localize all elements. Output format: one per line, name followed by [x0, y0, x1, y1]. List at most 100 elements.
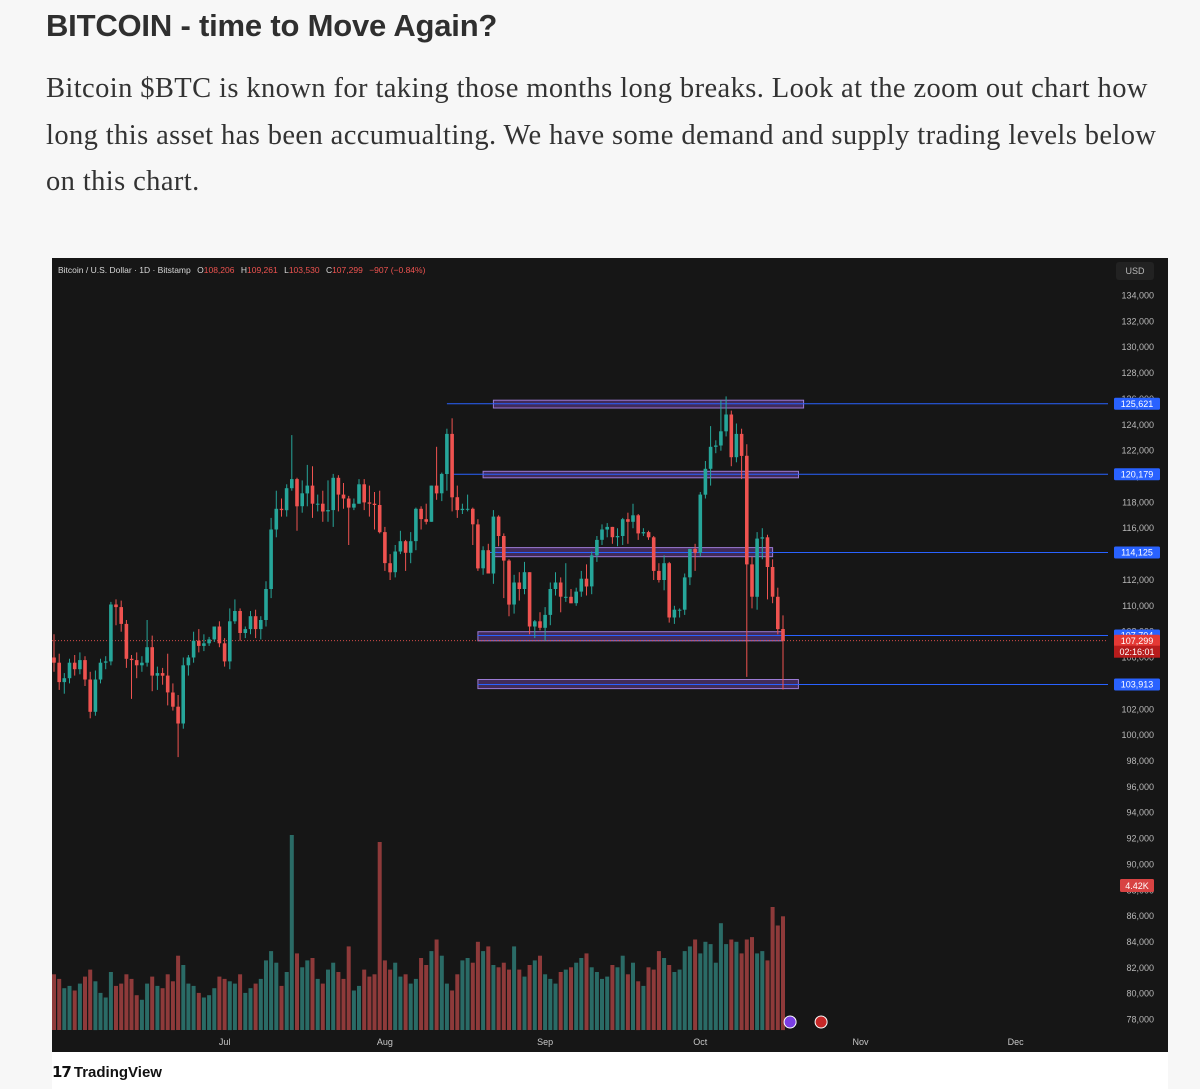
volume-bar	[170, 981, 175, 1031]
volume-bar	[532, 960, 537, 1030]
candle-body	[383, 532, 387, 564]
candle-body	[145, 647, 149, 663]
candle-body	[393, 551, 397, 573]
volume-bar	[491, 965, 496, 1030]
volume-layer	[52, 835, 785, 1031]
candle-body	[217, 626, 222, 644]
candle-body	[507, 560, 511, 605]
candle-body	[321, 503, 325, 512]
volume-bar	[372, 974, 377, 1030]
price-tick-label: 98,000	[1126, 756, 1154, 766]
volume-bar	[729, 939, 734, 1030]
tradingview-chart[interactable]: 134,000132,000130,000128,000126,000124,0…	[52, 258, 1168, 1052]
candlestick-chart-svg[interactable]: 134,000132,000130,000128,000126,000124,0…	[52, 258, 1168, 1052]
price-tag-layer: 125,621120,179114,125107,704103,913107,2…	[783, 397, 1160, 1029]
volume-bar	[403, 974, 408, 1030]
volume-bar	[631, 962, 635, 1030]
volume-bar	[232, 983, 237, 1030]
volume-bar	[186, 983, 191, 1030]
candle-body	[734, 433, 739, 458]
candle-body	[460, 508, 465, 511]
candle-body	[290, 479, 294, 489]
volume-bar	[744, 939, 749, 1030]
candle-body	[698, 494, 703, 553]
volume-bar	[718, 923, 723, 1030]
volume-bar	[563, 969, 568, 1030]
ohlc-close-value: 107,299	[332, 265, 363, 275]
volume-bar	[346, 946, 351, 1030]
countdown-tag-bg	[1114, 645, 1160, 658]
volume-bar	[165, 974, 170, 1030]
volume-bar	[310, 958, 315, 1030]
volume-bar	[289, 835, 294, 1030]
candle-body	[558, 582, 563, 597]
candle-body	[584, 578, 589, 587]
volume-bar	[279, 985, 284, 1030]
tradingview-logo[interactable]: 17 TradingView	[52, 1063, 162, 1081]
volume-bar	[507, 969, 511, 1030]
candle-body	[569, 596, 573, 604]
volume-bar	[274, 962, 279, 1030]
candle-body	[326, 510, 330, 512]
candle-body	[729, 414, 734, 458]
candle-body	[362, 484, 366, 503]
volume-bar	[114, 985, 118, 1030]
price-tick-label: 96,000	[1126, 782, 1154, 792]
volume-bar	[600, 978, 604, 1030]
candle-body	[481, 550, 485, 569]
candle-body	[651, 537, 656, 571]
volume-bar	[207, 995, 212, 1030]
candle-body	[372, 503, 377, 505]
candle-body	[502, 536, 506, 561]
volume-bar	[667, 965, 672, 1030]
volume-bar	[57, 978, 62, 1030]
volume-bar	[201, 997, 206, 1030]
price-tick-label: 94,000	[1126, 808, 1154, 818]
candle-body	[248, 616, 253, 630]
volume-bar	[243, 992, 248, 1030]
volume-bar	[284, 972, 289, 1030]
candle-body	[714, 445, 718, 447]
volume-bar	[248, 988, 253, 1030]
volume-bar	[558, 972, 563, 1030]
zone-layer	[477, 399, 805, 690]
volume-bar	[305, 960, 310, 1030]
candle-body	[129, 658, 134, 661]
candle-body	[424, 519, 428, 522]
level-price-tag: 120,179	[1121, 469, 1154, 479]
candle-body	[377, 505, 382, 533]
candle-body	[155, 673, 160, 676]
level-price-tag: 103,913	[1121, 680, 1154, 690]
time-axis: Jul Aug Sep Oct Nov Dec	[219, 1037, 1024, 1047]
volume-bar	[88, 969, 93, 1030]
volume-bar	[388, 969, 393, 1030]
month-label: Jul	[219, 1037, 231, 1047]
month-label: Oct	[693, 1037, 708, 1047]
volume-bar	[196, 992, 201, 1030]
volume-bar	[713, 962, 718, 1030]
volume-bar	[460, 960, 465, 1030]
candle-body	[620, 519, 625, 536]
volume-bar	[693, 939, 698, 1030]
candle-body	[631, 515, 635, 522]
price-tick-label: 92,000	[1126, 834, 1154, 844]
currency-badge[interactable]	[1116, 262, 1154, 280]
candle-body	[165, 675, 170, 693]
candle-body	[93, 679, 98, 712]
candle-body	[719, 431, 723, 446]
candle-body	[595, 539, 599, 556]
level-price-tag-bg	[1114, 678, 1160, 691]
volume-bar	[77, 983, 82, 1030]
volume-bar	[67, 985, 72, 1030]
volume-bar	[501, 962, 506, 1030]
candle-body	[455, 497, 460, 511]
candle-body	[564, 596, 568, 598]
volume-bar	[191, 985, 196, 1030]
volume-bar	[382, 960, 387, 1030]
candle-body	[114, 604, 118, 608]
volume-bar	[134, 995, 139, 1030]
candle-body	[434, 485, 439, 494]
volume-bar	[108, 972, 113, 1030]
volume-bar	[512, 946, 517, 1030]
volume-bar	[781, 916, 785, 1031]
